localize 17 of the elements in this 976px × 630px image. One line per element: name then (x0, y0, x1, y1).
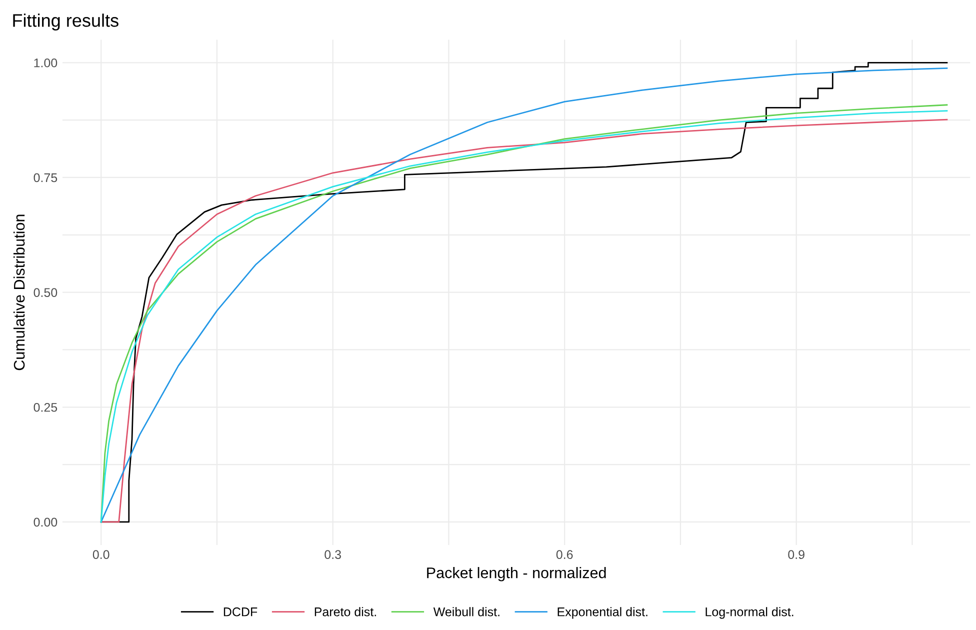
legend-label: DCDF (224, 607, 258, 616)
y-axis-title: Cumulative Distribution (13, 214, 25, 370)
y-tick-label: 0.25 (34, 402, 58, 412)
x-axis-title: Packet length - normalized (427, 567, 606, 582)
legend-label: Pareto dist. (314, 607, 376, 616)
legend-label: Log-normal dist. (706, 607, 794, 619)
legend-label: Weibull dist. (433, 607, 500, 616)
chart-title: Fitting results (13, 14, 118, 30)
y-tick-label: 0.00 (34, 518, 58, 527)
x-tick-label: 0.6 (556, 550, 573, 559)
y-tick-label: 0.50 (34, 288, 58, 297)
x-tick-label: 0.9 (788, 550, 804, 559)
x-tick-label: 0.0 (92, 550, 110, 559)
x-tick-label: 0.3 (324, 550, 341, 559)
y-tick-label: 1.00 (34, 58, 58, 68)
y-tick-label: 0.75 (34, 173, 58, 182)
legend-label: Exponential dist. (558, 607, 648, 619)
